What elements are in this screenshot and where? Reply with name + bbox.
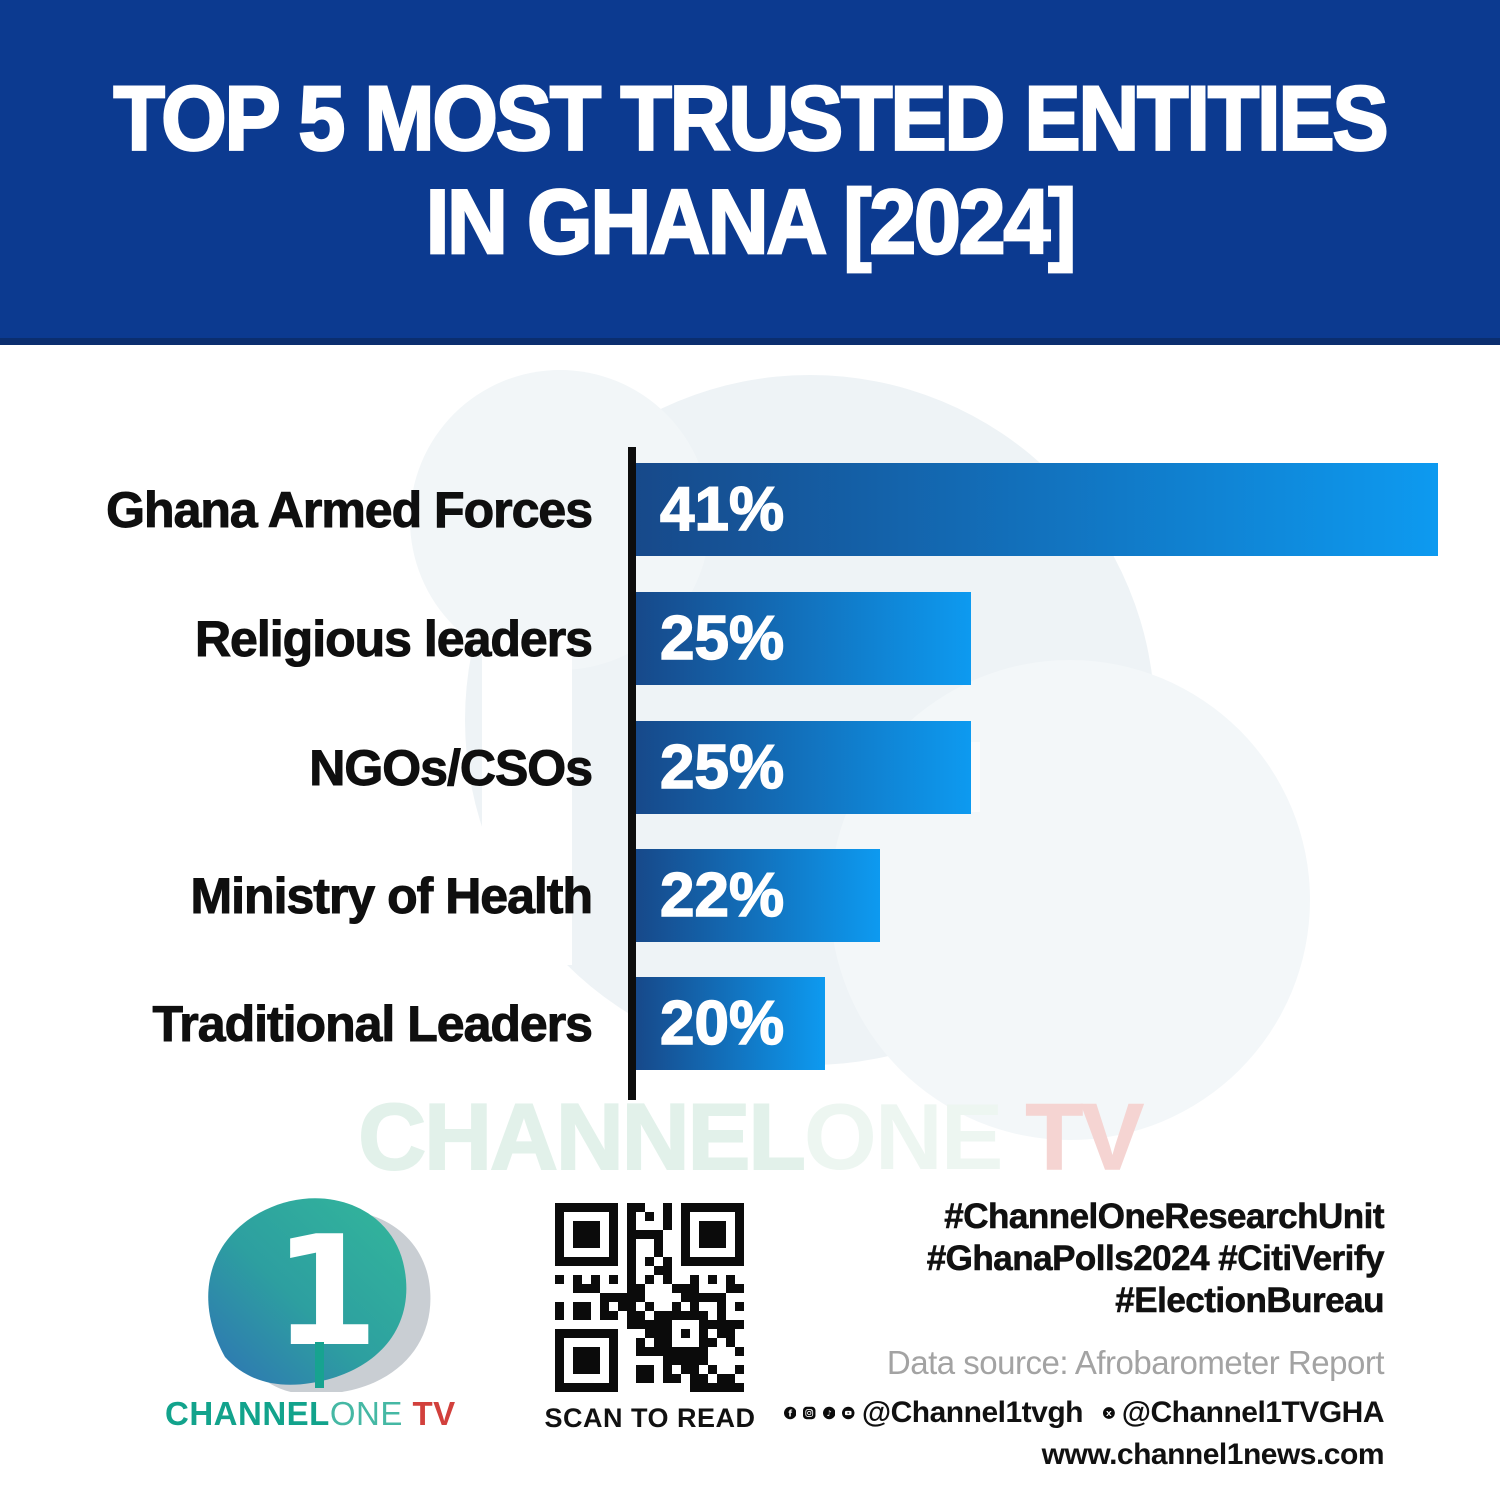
qr-code bbox=[553, 1201, 747, 1400]
logo-numeral-tail bbox=[315, 1342, 324, 1388]
svg-text:♪: ♪ bbox=[827, 1409, 832, 1418]
watermark-tv: TV bbox=[1001, 1084, 1145, 1189]
bar-value: 20% bbox=[659, 988, 785, 1059]
facebook-icon: f bbox=[784, 1406, 797, 1419]
tiktok-icon: ♪ bbox=[822, 1406, 836, 1420]
category-label: Religious leaders bbox=[194, 610, 593, 667]
channel-one-logo: 1 CHANNELONE TV bbox=[165, 1192, 455, 1442]
header-band-bottom-strip bbox=[0, 338, 1500, 345]
watermark-one: ONE bbox=[803, 1084, 1004, 1189]
watermark-channel: CHANNEL bbox=[357, 1084, 807, 1189]
bar-value: 41% bbox=[659, 474, 785, 545]
x-icon: X bbox=[1102, 1407, 1115, 1419]
social-handle-primary: @Channel1tvgh bbox=[861, 1396, 1084, 1429]
data-source-note: Data source: Afrobarometer Report bbox=[886, 1344, 1385, 1381]
bar-traditional-leaders: 20% bbox=[636, 977, 825, 1070]
wordmark-one: ONE bbox=[329, 1395, 403, 1432]
youtube-icon bbox=[842, 1406, 855, 1420]
wordmark-channel: CHANNEL bbox=[165, 1395, 330, 1432]
svg-text:X: X bbox=[1106, 1409, 1112, 1418]
bar-ngos-csos: 25% bbox=[636, 721, 971, 814]
logo-wordmark: CHANNELONE TV bbox=[165, 1395, 455, 1433]
hashtag-line: #ElectionBureau bbox=[1115, 1281, 1385, 1321]
bar-value: 22% bbox=[659, 860, 785, 931]
page-title-line1: TOP 5 MOST TRUSTED ENTITIES bbox=[112, 66, 1390, 170]
page-title: TOP 5 MOST TRUSTED ENTITIES IN GHANA [20… bbox=[0, 66, 1500, 274]
info-column: #ChannelOneResearchUnit #GhanaPolls2024 … bbox=[784, 1196, 1385, 1472]
hashtags: #ChannelOneResearchUnit #GhanaPolls2024 … bbox=[784, 1196, 1384, 1322]
bar-ghana-armed-forces: 41% bbox=[636, 463, 1438, 556]
social-handle-x: @Channel1TVGHA bbox=[1121, 1396, 1385, 1429]
channel-one-logo-mark: 1 bbox=[208, 1198, 431, 1395]
bar-value: 25% bbox=[659, 732, 785, 803]
logo-numeral: 1 bbox=[273, 1203, 379, 1380]
category-label: NGOs/CSOs bbox=[309, 739, 594, 796]
page-title-line2: IN GHANA [2024] bbox=[425, 170, 1078, 274]
bar-value: 25% bbox=[659, 603, 785, 674]
logo-front-pick bbox=[208, 1198, 407, 1385]
bar-ministry-of-health: 22% bbox=[636, 849, 880, 942]
website-url: www.channel1news.com bbox=[1041, 1438, 1385, 1471]
category-label: Ministry of Health bbox=[190, 867, 593, 924]
wordmark-tv: TV bbox=[402, 1395, 456, 1432]
channel-one-watermark: CHANNELONE TV bbox=[0, 1089, 1500, 1185]
hashtag-line: #ChannelOneResearchUnit bbox=[944, 1197, 1385, 1237]
social-row: f ♪ @Channel1tvgh X @ bbox=[784, 1394, 1385, 1432]
hashtag-line: #GhanaPolls2024 #CitiVerify bbox=[926, 1239, 1384, 1279]
category-label: Traditional Leaders bbox=[152, 995, 593, 1052]
qr-block: SCAN TO READ bbox=[544, 1201, 755, 1441]
category-label: Ghana Armed Forces bbox=[106, 481, 594, 538]
instagram-icon bbox=[803, 1406, 816, 1420]
svg-text:f: f bbox=[788, 1409, 792, 1419]
qr-caption: SCAN TO READ bbox=[544, 1403, 756, 1433]
y-axis-line bbox=[628, 447, 636, 1100]
header-band bbox=[0, 0, 1500, 338]
bar-religious-leaders: 25% bbox=[636, 592, 971, 685]
